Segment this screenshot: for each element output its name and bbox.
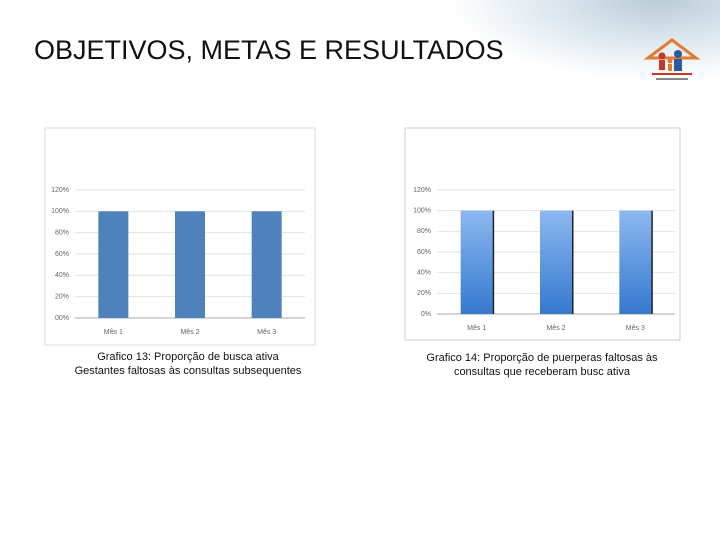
x-tick-label: Mês 1 [104, 329, 123, 336]
chart-caption: Grafico 13: Proporção de busca ativa [97, 351, 279, 363]
bar-shadow [571, 210, 574, 314]
y-tick-label: 100% [413, 208, 431, 215]
bar-shadow [650, 210, 653, 314]
y-tick-label: 40% [55, 272, 69, 279]
bar [98, 211, 129, 318]
logo [643, 38, 701, 80]
chart-caption: Gestantes faltosas às consultas subseque… [75, 365, 302, 377]
x-tick-label: Mês 3 [257, 329, 276, 336]
x-tick-label: Mês 1 [467, 325, 486, 332]
y-tick-label: 20% [55, 294, 69, 301]
y-tick-label: 120% [51, 187, 69, 194]
y-tick-label: 80% [55, 230, 69, 237]
y-tick-label: 120% [413, 187, 431, 194]
y-tick-label: 60% [417, 249, 431, 256]
bar-shadow [491, 210, 495, 314]
x-tick-label: Mês 2 [546, 325, 565, 332]
y-tick-label: 60% [55, 251, 69, 258]
chart-caption: Grafico 14: Proporção de puerperas falto… [426, 352, 658, 364]
x-tick-label: Mês 3 [626, 325, 645, 332]
bar [540, 210, 572, 314]
y-tick-label: 40% [417, 270, 431, 277]
y-tick-label: 80% [417, 228, 431, 235]
slide-title: OBJETIVOS, METAS E RESULTADOS [34, 35, 504, 65]
y-tick-label: 00% [55, 315, 69, 322]
x-tick-label: Mês 2 [180, 329, 199, 336]
bar [619, 210, 652, 314]
bar [251, 211, 282, 318]
chart-caption: consultas que receberam busc ativa [454, 366, 631, 378]
y-tick-label: 100% [51, 208, 69, 215]
y-tick-label: 0% [421, 311, 431, 318]
bar [175, 211, 205, 318]
y-tick-label: 20% [417, 290, 431, 297]
bar [460, 210, 493, 314]
